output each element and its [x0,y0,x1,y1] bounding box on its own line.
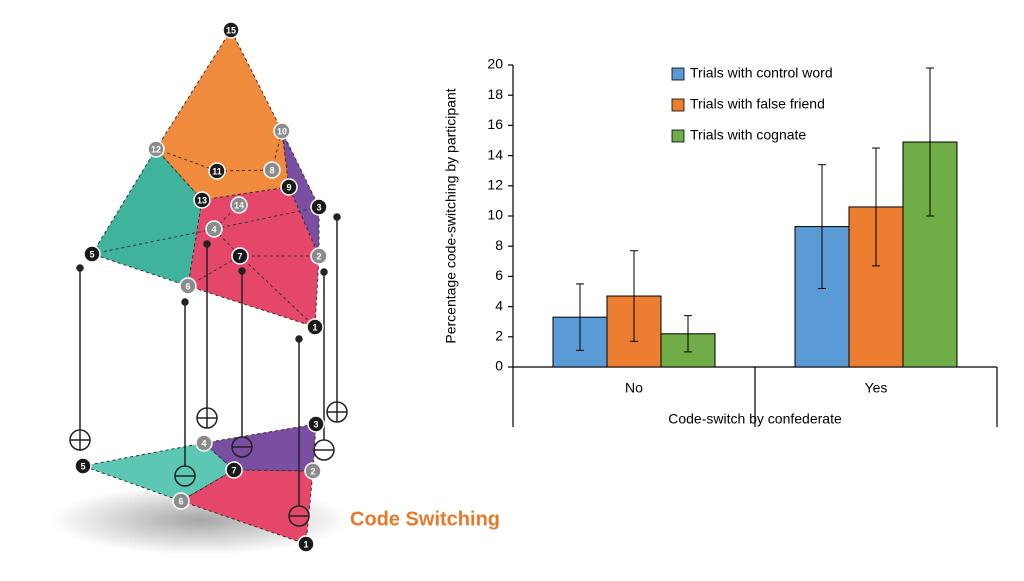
node-label: 10 [277,126,287,136]
y-tick-label: 4 [495,297,503,313]
y-tick-label: 10 [487,207,503,223]
node [83,245,101,263]
y-tick-label: 20 [487,56,503,72]
node-label: 7 [237,251,242,261]
y-tick-label: 0 [495,358,503,374]
node [263,161,281,179]
node-label: 11 [212,166,222,176]
legend-label: Trials with control word [690,65,833,81]
node [74,457,92,475]
y-tick-label: 2 [495,328,503,344]
error-bar [630,250,638,342]
error-bar [684,315,692,353]
node-label: 7 [231,465,236,475]
node [179,277,197,295]
y-axis-label: Percentage code-switching by participant [443,88,459,343]
node [205,220,223,238]
node [172,492,190,510]
y-tick-label: 18 [487,86,503,102]
node [306,318,324,336]
node-label: 4 [201,438,206,448]
legend-swatch [671,98,685,112]
node-label: 13 [197,195,207,205]
node-label: 3 [316,202,321,212]
node [304,462,322,480]
y-tick-label: 14 [487,146,503,162]
x-tick-label: No [625,380,643,396]
node-label: 3 [313,419,318,429]
error-bar [872,147,880,267]
node [225,461,243,479]
node [230,196,248,214]
node [195,434,213,452]
node [208,162,226,180]
node [147,140,165,158]
y-tick-label: 12 [487,177,503,193]
node-label: 12 [151,144,161,154]
node [297,535,315,553]
node-label: 6 [178,496,183,506]
node-label: 15 [226,25,236,35]
facet [202,423,317,472]
error-bar [576,283,584,351]
node-label: 2 [316,251,321,261]
error-bar [818,164,826,289]
node-label: 6 [185,281,190,291]
edge [155,130,283,172]
y-tick-label: 16 [487,116,503,132]
node-label: 8 [269,165,274,175]
node-label: 5 [89,249,94,259]
node-label: 4 [211,224,216,234]
node-label: 14 [234,200,244,210]
node [193,191,211,209]
error-bar [926,67,934,217]
y-tick-label: 6 [495,267,503,283]
node [280,178,298,196]
node-label: 1 [303,539,308,549]
node-label: 1 [312,322,317,332]
node [310,247,328,265]
node [273,122,291,140]
diagram [50,28,350,555]
node-label: 9 [286,182,291,192]
node [222,21,240,39]
legend-swatch [671,129,685,143]
node [231,247,249,265]
node [307,415,325,433]
x-tick-label: Yes [865,380,888,396]
legend-label: Trials with false friend [690,96,825,112]
caption: Code Switching [350,508,500,530]
node-label: 5 [80,461,85,471]
legend-label: Trials with cognate [690,127,806,143]
node-label: 2 [310,466,315,476]
connectors [69,213,348,527]
legend-swatch [671,67,685,81]
y-tick-label: 8 [495,237,503,253]
node [310,198,328,216]
